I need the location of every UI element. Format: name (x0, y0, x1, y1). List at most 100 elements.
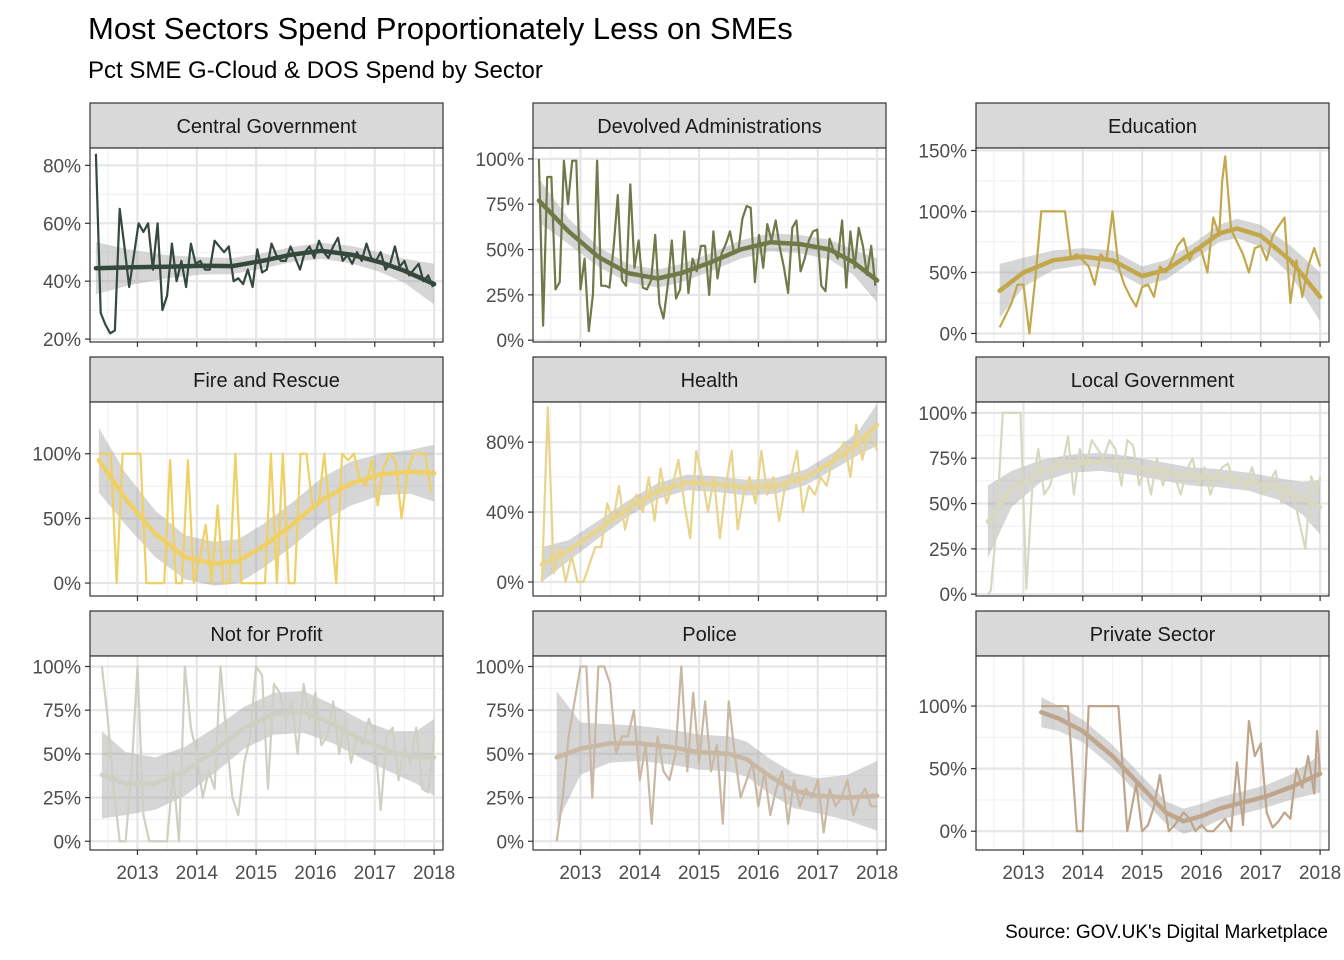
x-tick-label: 2013 (1002, 863, 1044, 884)
plot-area (554, 665, 880, 842)
x-tick-label: 2014 (619, 863, 662, 884)
y-tick-label: 0% (54, 574, 82, 595)
y-tick-label: 50% (929, 495, 967, 516)
trend-line (554, 741, 880, 800)
major-gridlines (533, 656, 886, 850)
panel-education: Education 0% 50% 100% 150% (918, 102, 1330, 347)
y-tick-label: 50% (486, 241, 524, 262)
trend-line (99, 709, 437, 786)
panel-border (975, 655, 1330, 851)
x-tick-label: 2017 (1240, 863, 1282, 884)
major-gridlines (976, 656, 1329, 850)
facet-strip-label: Police (682, 624, 736, 646)
plot-area (536, 158, 880, 333)
panel-not-for-profit: Not for Profit 0% 25% 50% 75% 100% 2013 2014 201… (32, 610, 455, 884)
y-tick-label: 100% (475, 150, 524, 171)
facet-strip-label: Local Government (1071, 370, 1235, 392)
panel-border (89, 401, 444, 597)
plot-area (997, 155, 1323, 335)
facet-strip (89, 356, 444, 403)
y-tick-label: 40% (43, 272, 81, 293)
x-tick-label: 2015 (235, 863, 277, 884)
panel-border (532, 147, 887, 343)
plot-area (1039, 697, 1323, 834)
facet-strip (532, 610, 887, 657)
facet-strip-label: Fire and Rescue (193, 370, 340, 392)
facet-strip-label: Devolved Administrations (597, 116, 822, 138)
y-tick-label: 75% (486, 195, 524, 216)
y-tick-label: 25% (43, 789, 81, 810)
minor-gridlines (976, 656, 1329, 850)
y-tick-label: 25% (486, 286, 524, 307)
x-tick-label: 2017 (797, 863, 839, 884)
trend-line (539, 422, 880, 567)
trend-line (93, 248, 437, 287)
x-tick-label: 2016 (294, 863, 336, 884)
minor-gridlines (533, 148, 886, 342)
facet-strip (975, 102, 1330, 149)
panel-border (532, 655, 887, 851)
y-tick-label: 50% (43, 509, 81, 530)
y-tick-label: 0% (497, 832, 525, 853)
facet-strip-label: Education (1108, 116, 1197, 138)
panel-local-government: Local Government 0% 25% 50% 75% 100% (918, 356, 1330, 606)
y-tick-label: 25% (486, 789, 524, 810)
y-tick-label: 50% (486, 745, 524, 766)
minor-gridlines (90, 148, 443, 342)
series-line (540, 406, 879, 584)
y-tick-label: 100% (32, 657, 81, 678)
x-tick-label: 2017 (354, 863, 396, 884)
major-gridlines (976, 402, 1329, 596)
panel-border (89, 147, 444, 343)
y-tick-label: 0% (940, 324, 968, 345)
y-tick-label: 0% (940, 585, 968, 606)
y-tick-label: 60% (43, 214, 81, 235)
series-line (555, 665, 878, 842)
series-line (100, 665, 436, 843)
y-tick-label: 75% (929, 449, 967, 470)
panel-background (90, 148, 443, 342)
panel-private-sector: Private Sector 0% 50% 100% 2013 2014 2015 2016 2… (918, 610, 1341, 884)
y-tick-label: 75% (486, 701, 524, 722)
facet-strip (975, 610, 1330, 657)
y-tick-label: 50% (43, 745, 81, 766)
plot-area (93, 153, 437, 335)
y-tick-label: 0% (54, 832, 82, 853)
panel-health: Health 0% 40% 80% (486, 356, 887, 601)
trend-line (985, 459, 1323, 524)
x-tick-label: 2013 (116, 863, 158, 884)
panel-devolved-administrations: Devolved Administrations 0% 25% 50% 75% 100% (475, 102, 887, 352)
panel-fire-and-rescue: Fire and Rescue 0% 50% 100% (32, 356, 444, 601)
major-gridlines (976, 148, 1329, 342)
y-tick-label: 50% (929, 263, 967, 284)
major-gridlines (90, 148, 443, 342)
panel-border (975, 147, 1330, 343)
panel-border (975, 401, 1330, 597)
y-tick-label: 100% (918, 697, 967, 718)
x-tick-label: 2018 (413, 863, 455, 884)
confidence-band (101, 691, 435, 819)
x-tick-label: 2013 (559, 863, 601, 884)
panel-border (89, 655, 444, 851)
facet-strip-label: Health (681, 370, 739, 392)
plot-area (96, 427, 437, 586)
y-tick-label: 80% (43, 156, 81, 177)
x-tick-label: 2014 (176, 863, 219, 884)
plot-area (539, 403, 880, 584)
y-tick-label: 80% (486, 433, 524, 454)
plot-area (99, 665, 437, 843)
facet-strip-label: Not for Profit (210, 624, 323, 646)
x-tick-label: 2015 (1121, 863, 1163, 884)
plot-area (985, 411, 1323, 595)
y-tick-label: 75% (43, 701, 81, 722)
facet-strip-label: Central Government (176, 116, 357, 138)
y-tick-label: 40% (486, 503, 524, 524)
series-line (537, 158, 877, 333)
x-tick-label: 2014 (1062, 863, 1105, 884)
y-tick-label: 0% (497, 573, 525, 594)
facet-strip (89, 610, 444, 657)
trend-line (536, 198, 880, 283)
trend-line (997, 226, 1323, 300)
x-tick-label: 2016 (1180, 863, 1222, 884)
